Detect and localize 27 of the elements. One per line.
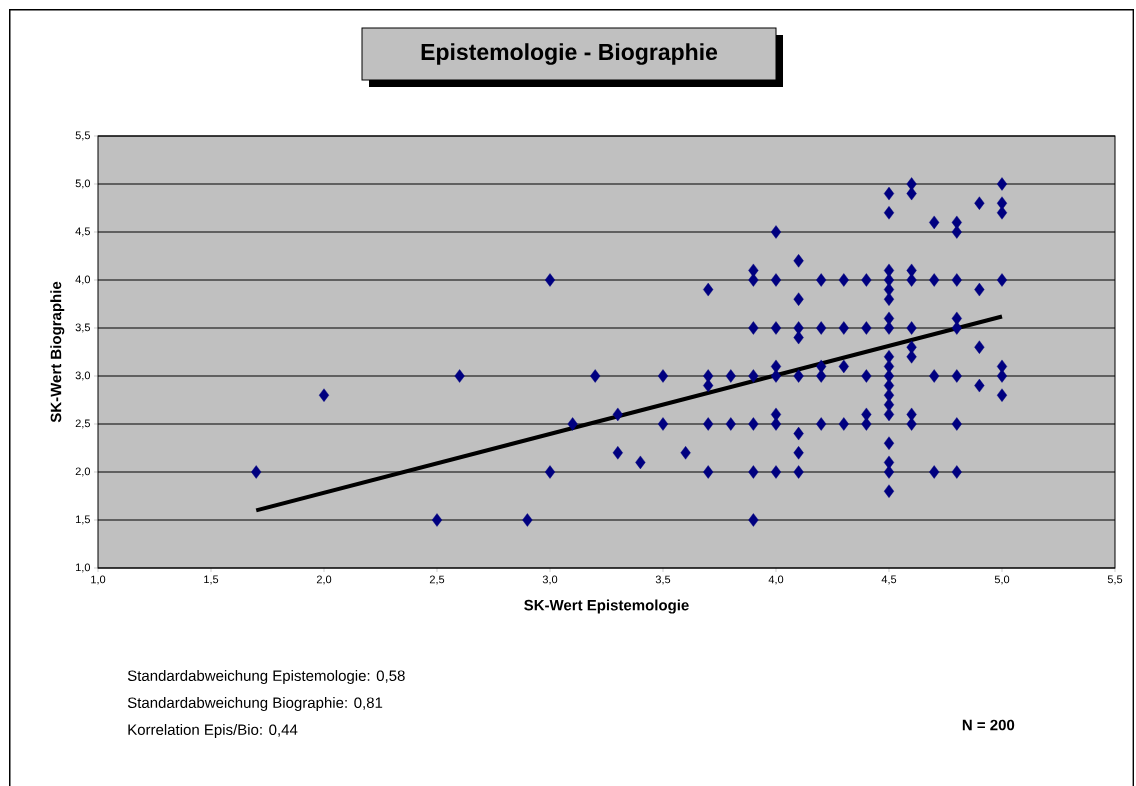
x-tick-label: 2,0 <box>316 575 332 585</box>
y-tick-label: 1,5 <box>76 515 90 525</box>
y-tick-label: 4,5 <box>75 227 90 237</box>
y-tick-label: 3,5 <box>75 323 90 333</box>
x-tick-label: 2,5 <box>429 575 445 585</box>
y-tick-label: 1,0 <box>76 563 91 573</box>
y-tick-label: 2,5 <box>75 419 90 429</box>
x-axis-title: SK-Wert Epistemologie <box>524 599 689 614</box>
y-tick-label: 4,0 <box>75 275 91 285</box>
y-tick-label: 3,0 <box>75 371 91 381</box>
x-tick-label: 3,5 <box>655 575 671 585</box>
x-tick-label: 4,0 <box>768 575 784 585</box>
y-tick-label: 5,0 <box>75 179 91 189</box>
y-tick-label: 2,0 <box>75 467 91 477</box>
x-tick-label: 5,5 <box>1107 575 1123 585</box>
x-tick-label: 1,0 <box>91 575 106 585</box>
x-tick-label: 4,5 <box>881 575 897 585</box>
y-axis-title: SK-Wert Biographie <box>50 281 65 423</box>
text: Korrelation Epis/Bio: 0,44 <box>128 723 298 738</box>
y-tick-label: 5,5 <box>75 131 90 141</box>
x-tick-label: 1,5 <box>204 575 219 585</box>
x-tick-label: 3,0 <box>542 575 558 585</box>
chart-title: Epistemologie - Biographie <box>421 43 718 65</box>
text: N = 200 <box>962 719 1015 731</box>
text: Standardabweichung Epistemologie: 0,58 <box>127 669 405 684</box>
x-tick-label: 5,0 <box>994 575 1010 585</box>
text: Standardabweichung Biographie: 0,81 <box>127 696 383 711</box>
